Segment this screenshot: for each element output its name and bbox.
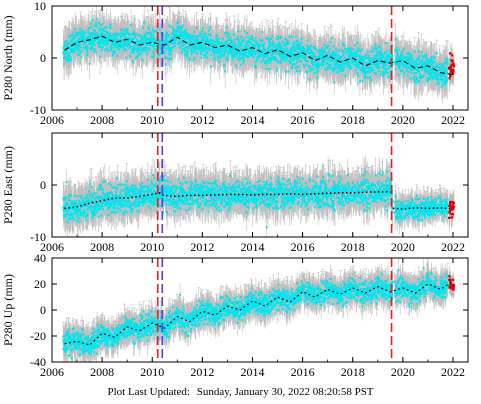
x-tick-label: 2014	[240, 240, 264, 254]
x-tick-label: 2018	[341, 240, 365, 254]
x-tick-label: 2006	[40, 113, 64, 127]
model-line-after-offset	[392, 207, 454, 210]
x-tick-label: 2022	[441, 113, 465, 127]
x-tick-label: 2010	[140, 240, 164, 254]
y-tick-label: 10	[34, 0, 46, 13]
x-tick-label: 2016	[291, 365, 315, 379]
recent-points	[448, 275, 456, 291]
plot-area	[62, 155, 456, 237]
y-axis-label: P280 East (mm)	[1, 146, 15, 224]
x-tick-label: 2012	[190, 365, 214, 379]
plot-area	[62, 258, 456, 362]
panel-3: 2006 2008 2010 2012 2014 2016 2018 2020 2022 40 20…	[1, 251, 469, 379]
x-tick-label: 2008	[90, 365, 114, 379]
plot-area	[62, 6, 456, 103]
x-tick-label: 2008	[90, 113, 114, 127]
x-tick-label: 2020	[391, 113, 415, 127]
y-tick-label: -10	[30, 103, 46, 117]
x-tick-label: 2022	[441, 240, 465, 254]
data-points	[62, 266, 449, 360]
x-tick-label: 2006	[40, 365, 64, 379]
y-tick-label: -40	[30, 355, 46, 369]
x-tick-label: 2020	[391, 240, 415, 254]
x-tick-label: 2016	[291, 240, 315, 254]
y-tick-label: 0	[40, 178, 46, 192]
x-tick-label: 2008	[90, 240, 114, 254]
data-points	[62, 17, 449, 88]
recent-points	[448, 200, 456, 219]
x-tick-label: 2012	[190, 240, 214, 254]
y-tick-label: -10	[30, 230, 46, 244]
x-tick-label: 2018	[341, 113, 365, 127]
x-tick-label: 2014	[240, 113, 264, 127]
y-axis-label: P280 Up (mm)	[1, 274, 15, 346]
panel-2: 2006 2008 2010 2012 2014 2016 2018 2020 2022 0 -10…	[1, 132, 469, 254]
x-tick-label: 2010	[140, 365, 164, 379]
x-tick-label: 2012	[190, 113, 214, 127]
x-tick-label: 2020	[391, 365, 415, 379]
x-tick-label: 2018	[341, 365, 365, 379]
model-line	[64, 191, 391, 210]
last-updated-timestamp: Sunday, January 30, 2022 08:20:58 PST	[196, 386, 374, 398]
x-tick-label: 2022	[441, 365, 465, 379]
recent-points	[448, 52, 456, 80]
plot-footer: Plot Last Updated: Sunday, January 30, 2…	[0, 386, 481, 398]
y-axis-label: P280 North (mm)	[1, 15, 15, 100]
model-line	[64, 35, 454, 76]
y-tick-label: 0	[40, 303, 46, 317]
x-tick-label: 2006	[40, 240, 64, 254]
y-tick-label: 20	[34, 277, 46, 291]
x-tick-label: 2014	[240, 365, 264, 379]
y-tick-label: 0	[40, 51, 46, 65]
last-updated-label: Plot Last Updated:	[107, 386, 190, 398]
x-tick-label: 2010	[140, 113, 164, 127]
y-tick-label: 40	[34, 251, 46, 265]
y-tick-label: -20	[30, 329, 46, 343]
x-tick-label: 2016	[291, 113, 315, 127]
panel-1: 2006 2008 2010 2012 2014 2016 2018 2020 2022 10 0 -…	[1, 0, 469, 127]
